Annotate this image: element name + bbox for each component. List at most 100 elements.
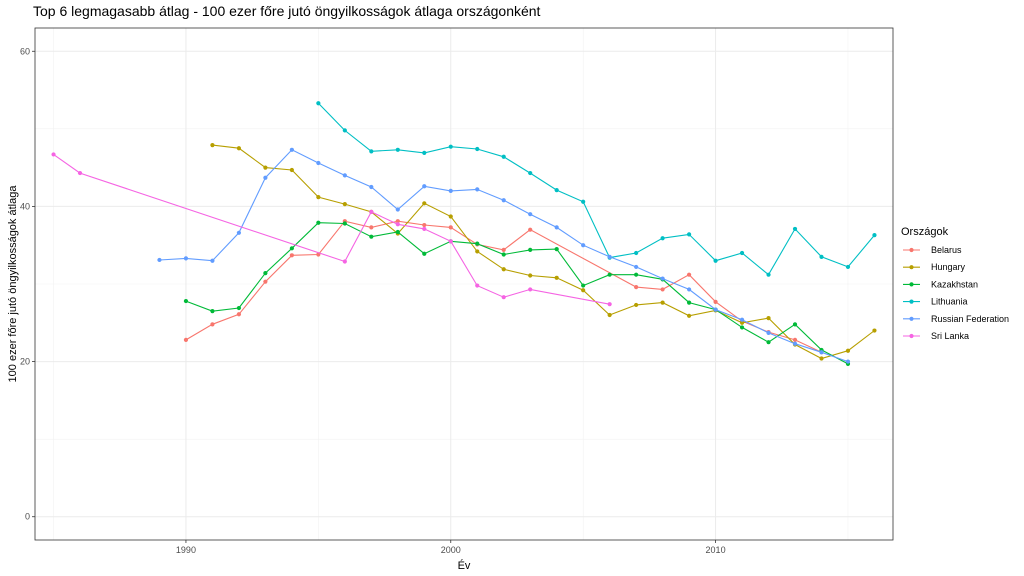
- data-point: [369, 184, 374, 190]
- data-point: [210, 322, 215, 327]
- data-point: [739, 317, 745, 322]
- series-hungary: [210, 143, 877, 361]
- data-point: [448, 144, 453, 149]
- data-point: [475, 241, 480, 246]
- data-point: [686, 313, 692, 318]
- y-tick-label: 20: [20, 357, 30, 367]
- legend-item: Lithuania: [903, 297, 968, 307]
- legend-label: Belarus: [931, 245, 962, 255]
- data-point: [528, 212, 533, 217]
- data-point: [501, 198, 506, 203]
- data-point: [395, 147, 400, 152]
- data-point: [528, 247, 533, 252]
- data-point: [422, 226, 427, 232]
- legend-key-point: [909, 282, 914, 287]
- data-point: [713, 299, 718, 304]
- data-point: [581, 283, 586, 288]
- data-point: [263, 165, 268, 170]
- data-point: [501, 154, 506, 159]
- legend-item: Sri Lanka: [903, 331, 969, 341]
- data-point: [660, 300, 665, 305]
- data-point: [660, 287, 665, 292]
- series-line: [185, 220, 822, 353]
- data-point: [422, 150, 427, 155]
- x-tick-label: 2000: [441, 545, 461, 555]
- data-point: [475, 187, 480, 192]
- legend-label: Sri Lanka: [931, 331, 969, 341]
- y-tick-label: 40: [20, 201, 30, 211]
- data-point: [263, 175, 268, 180]
- data-point: [448, 225, 453, 230]
- data-point: [395, 229, 400, 235]
- data-point: [342, 128, 347, 133]
- data-point: [554, 246, 559, 252]
- data-point: [51, 152, 56, 157]
- data-point: [501, 247, 506, 252]
- data-point: [713, 307, 718, 312]
- legend-key-point: [909, 333, 914, 339]
- data-point: [475, 249, 480, 254]
- data-point: [395, 222, 400, 227]
- data-point: [554, 188, 559, 193]
- legend-item: Kazakhstan: [903, 279, 978, 289]
- data-point: [210, 143, 215, 148]
- data-point: [845, 348, 851, 353]
- data-point: [819, 350, 824, 355]
- data-point: [501, 295, 506, 300]
- data-point: [554, 275, 559, 280]
- legend-key-point: [909, 265, 914, 270]
- data-point: [236, 312, 242, 317]
- data-point: [263, 279, 268, 284]
- data-point: [528, 227, 533, 232]
- legend-title: Országok: [901, 226, 949, 238]
- data-point: [792, 226, 798, 232]
- series-russian-federation: [157, 147, 851, 364]
- data-point: [554, 225, 559, 230]
- legend-key-point: [909, 299, 914, 304]
- data-point: [528, 287, 533, 292]
- legend-key-point: [909, 247, 914, 253]
- data-point: [475, 283, 480, 288]
- x-axis-title: Év: [458, 559, 471, 572]
- data-point: [713, 258, 718, 263]
- data-point: [342, 173, 347, 178]
- series-lithuania: [316, 101, 877, 277]
- data-point: [872, 328, 877, 333]
- series-line: [318, 102, 875, 276]
- data-point: [369, 209, 374, 214]
- legend-label: Russian Federation: [931, 314, 1009, 324]
- y-tick-label: 60: [20, 46, 30, 56]
- legend-label: Hungary: [931, 262, 966, 272]
- data-point: [183, 298, 189, 304]
- data-point: [634, 250, 639, 256]
- data-point: [342, 221, 347, 226]
- data-point: [845, 359, 851, 364]
- data-point: [157, 257, 162, 263]
- data-point: [369, 149, 374, 154]
- data-point: [448, 188, 453, 194]
- data-point: [686, 300, 692, 305]
- data-point: [739, 250, 745, 256]
- legend-label: Kazakhstan: [931, 279, 978, 289]
- data-point: [660, 276, 665, 281]
- data-point: [316, 220, 321, 225]
- data-point: [236, 305, 242, 311]
- data-point: [448, 239, 453, 244]
- data-point: [289, 246, 294, 251]
- data-point: [686, 232, 692, 237]
- series-line: [185, 222, 849, 365]
- data-point: [183, 256, 189, 261]
- data-point: [686, 272, 692, 277]
- panel-border: [34, 27, 894, 541]
- data-point: [792, 337, 798, 342]
- data-point: [316, 195, 321, 200]
- data-point: [634, 264, 639, 270]
- series-line: [212, 144, 875, 360]
- data-point: [634, 285, 639, 290]
- data-point: [422, 201, 427, 206]
- y-axis-title: 100 ezer főre jutó öngyilkosságok átlaga: [7, 185, 19, 383]
- data-point: [766, 272, 771, 277]
- data-point: [792, 322, 798, 327]
